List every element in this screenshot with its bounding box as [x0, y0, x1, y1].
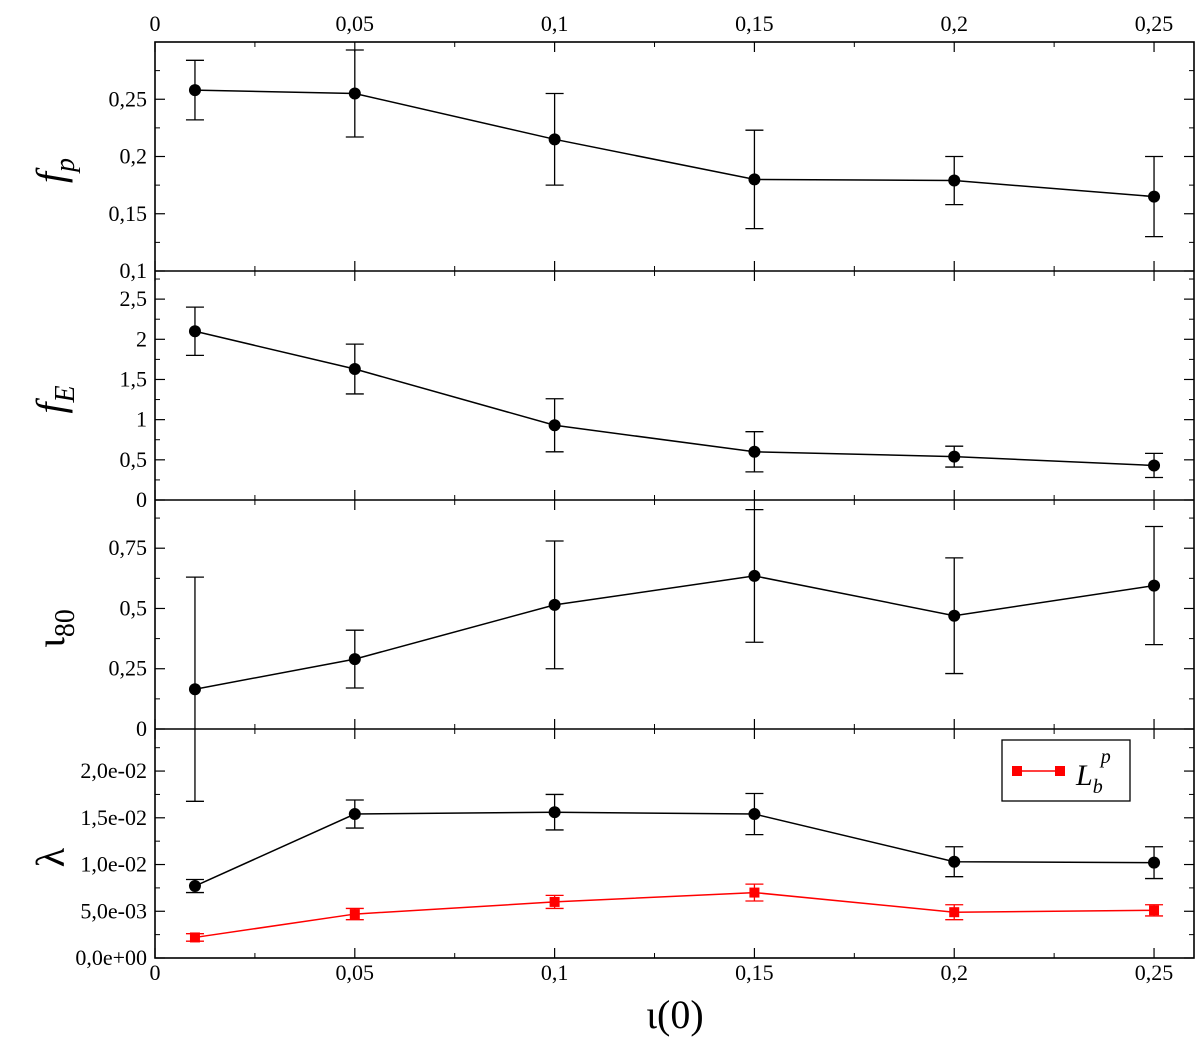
legend-label-sup: p	[1099, 746, 1111, 768]
y-axis-title-sub: p	[50, 158, 81, 174]
panel-lambda: 0,0e+00 5,0e-03 1,0e-02 1,5e-02 2,0e-02 λ Lbp	[28, 728, 1194, 970]
data-point	[348, 808, 361, 821]
x-tick-label-top: 0,15	[735, 11, 774, 36]
panel-i80: 0 0,25 0,5 0,75 ι80	[28, 499, 1194, 802]
y-tick-label: 2	[136, 326, 147, 351]
series-line-lambda-0	[194, 811, 1155, 887]
panel-fp: 0,1 0,15 0,2 0,25 fp	[28, 49, 1194, 283]
data-point	[348, 363, 361, 376]
data-point	[948, 450, 961, 463]
x-tick-label-top: 0	[150, 11, 161, 36]
y-tick-label: 1,5e-02	[80, 805, 147, 830]
y-tick-label: 1,0e-02	[80, 852, 147, 877]
y-tick-label: 0,2	[120, 144, 148, 169]
data-point	[188, 683, 201, 696]
y-tick-label: 0,15	[109, 201, 148, 226]
series-line-i80-0	[194, 575, 1155, 690]
legend-marker	[1012, 766, 1022, 776]
panels-layer: 0,1 0,15 0,2 0,25 fp 0 0,5 1 1,5 2 2,5 fE 0 0,25 0,5 0,…	[28, 41, 1195, 970]
y-tick-label: 0,5	[120, 595, 148, 620]
x-tick-label-top: 0,1	[541, 11, 569, 36]
series-line-lambda-1	[194, 891, 1155, 939]
legend-marker	[1055, 766, 1065, 776]
x-tick-label-bottom: 0,2	[940, 960, 968, 985]
data-point	[1149, 905, 1160, 916]
data-point	[188, 325, 201, 338]
y-tick-label: 1,5	[120, 366, 148, 391]
panel-fe: 0 0,5 1 1,5 2 2,5 fE	[28, 270, 1194, 512]
data-point	[949, 907, 960, 918]
y-tick-label: 0,25	[109, 656, 148, 681]
data-point	[188, 880, 201, 893]
data-point	[189, 932, 200, 943]
x-axis: 0 0 0,05 0,05 0,1 0,1 0,15 0,15 0,2 0,2 0,25 0,25 ι(…	[150, 11, 1174, 1037]
y-tick-label: 0,1	[120, 258, 148, 283]
legend-label: Lbp	[1075, 746, 1111, 798]
y-axis-title-main: λ	[28, 847, 73, 867]
data-point	[748, 808, 761, 821]
y-axis-title-fe: fE	[28, 385, 81, 413]
x-tick-label-top: 0,25	[1135, 11, 1174, 36]
y-tick-label: 0,25	[109, 86, 148, 111]
y-axis-title-i80: ι80	[28, 609, 81, 648]
y-tick-label: 0,5	[120, 447, 148, 472]
y-axis-title-sub: 80	[50, 609, 81, 637]
y-tick-label: 0	[136, 716, 147, 741]
data-point	[548, 133, 561, 146]
data-point	[749, 887, 760, 898]
y-axis-title-sub: E	[50, 385, 81, 403]
data-point	[948, 609, 961, 622]
data-point	[1148, 190, 1161, 203]
y-tick-label: 1	[136, 407, 147, 432]
legend: Lbp	[1001, 739, 1131, 802]
x-tick-label-bottom: 0,15	[735, 960, 774, 985]
data-point	[948, 174, 961, 187]
y-tick-label: 5,0e-03	[80, 898, 147, 923]
legend-label-sub: b	[1093, 776, 1103, 798]
series-line-fp-0	[194, 89, 1155, 198]
x-axis-title: ι(0)	[646, 992, 703, 1037]
data-point	[748, 445, 761, 458]
data-point	[748, 173, 761, 186]
series-line-fe-0	[194, 330, 1155, 467]
y-axis-title-main: ι	[28, 637, 73, 648]
y-axis-title-fp: fp	[28, 158, 81, 183]
data-point	[188, 84, 201, 97]
data-point	[948, 855, 961, 868]
data-point	[548, 419, 561, 432]
legend-label-main: L	[1075, 759, 1093, 792]
x-tick-label-top: 0,2	[940, 11, 968, 36]
y-tick-label: 2,0e-02	[80, 758, 147, 783]
data-point	[548, 806, 561, 819]
data-point	[349, 909, 360, 920]
x-tick-label-bottom: 0	[150, 960, 161, 985]
data-point	[1148, 856, 1161, 869]
x-tick-label-bottom: 0,05	[336, 960, 375, 985]
data-point	[548, 598, 561, 611]
x-tick-label-bottom: 0,25	[1135, 960, 1174, 985]
data-point	[348, 653, 361, 666]
y-tick-label: 2,5	[120, 286, 148, 311]
data-point	[549, 896, 560, 907]
data-point	[748, 569, 761, 582]
data-point	[1148, 459, 1161, 472]
x-tick-label-top: 0,05	[336, 11, 375, 36]
y-tick-label: 0	[136, 487, 147, 512]
data-point	[348, 87, 361, 100]
x-tick-label-bottom: 0,1	[541, 960, 569, 985]
data-point	[1148, 579, 1161, 592]
y-axis-title-lambda: λ	[28, 847, 73, 867]
y-tick-label: 0,75	[109, 535, 148, 560]
y-tick-label: 0,0e+00	[75, 945, 147, 970]
